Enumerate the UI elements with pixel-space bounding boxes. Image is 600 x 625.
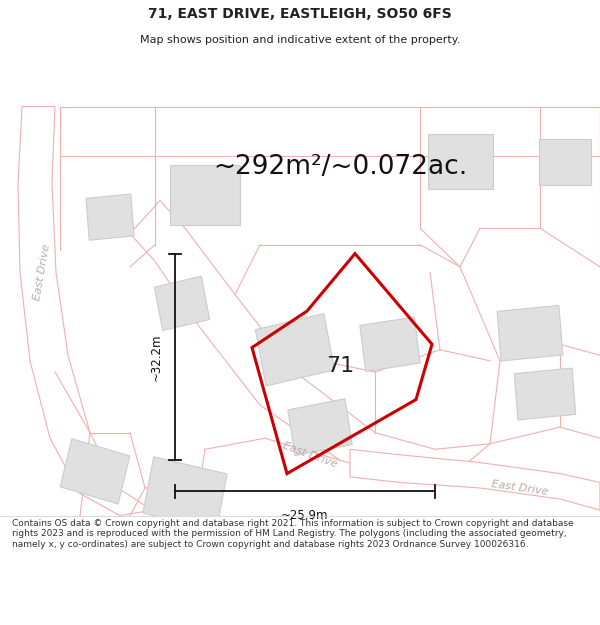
Polygon shape [130,201,490,477]
Text: ~25.9m: ~25.9m [281,509,329,522]
Polygon shape [18,106,152,516]
Text: 71, EAST DRIVE, EASTLEIGH, SO50 6FS: 71, EAST DRIVE, EASTLEIGH, SO50 6FS [148,8,452,21]
Polygon shape [427,134,493,189]
Polygon shape [497,306,563,361]
Polygon shape [60,106,600,156]
Polygon shape [288,399,352,456]
Polygon shape [154,276,209,331]
Polygon shape [256,314,335,386]
Text: Map shows position and indicative extent of the property.: Map shows position and indicative extent… [140,35,460,45]
Text: East Drive: East Drive [281,440,338,469]
Text: East Drive: East Drive [32,243,52,301]
Polygon shape [360,317,420,371]
Text: ~32.2m: ~32.2m [150,333,163,381]
Polygon shape [514,368,576,420]
Text: East Drive: East Drive [491,479,549,497]
Polygon shape [350,449,600,510]
Text: 71: 71 [326,356,354,376]
Polygon shape [143,457,227,530]
Polygon shape [170,164,240,226]
Text: Contains OS data © Crown copyright and database right 2021. This information is : Contains OS data © Crown copyright and d… [12,519,574,549]
Text: ~292m²/~0.072ac.: ~292m²/~0.072ac. [213,154,467,181]
Polygon shape [60,439,130,504]
Polygon shape [539,139,591,185]
Polygon shape [86,194,134,240]
